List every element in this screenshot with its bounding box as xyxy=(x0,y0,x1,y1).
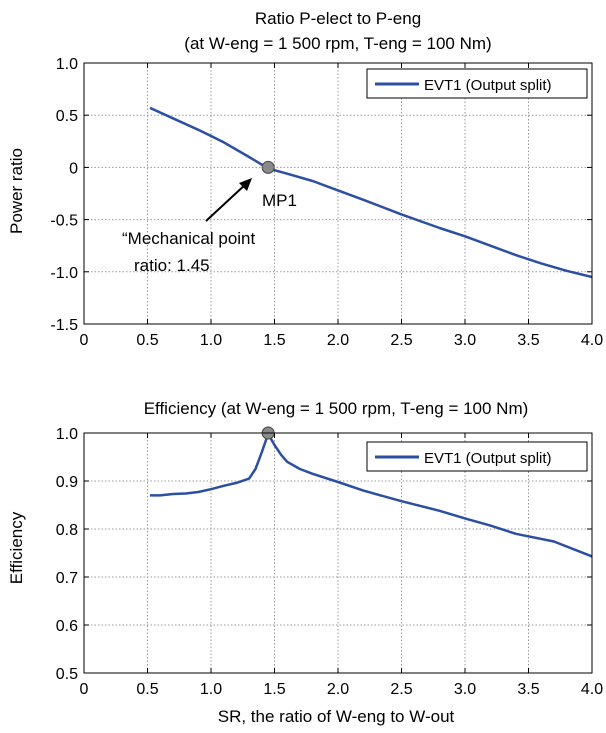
chart-1-ticks: 0 0.5 1.0 1.5 2.0 2.5 3.0 3.5 4.0 -1.5 -1.0 -0.5 0 0.… xyxy=(50,56,603,349)
chart-2-ylabel: Efficiency xyxy=(7,511,26,584)
x-tick-label: 2.5 xyxy=(390,681,412,698)
chart-2-plot-frame xyxy=(83,432,593,674)
x-tick-label: 3.0 xyxy=(454,681,476,698)
x-tick-label: 3.0 xyxy=(454,332,476,349)
chart-1-ylabel: Power ratio xyxy=(7,148,26,234)
x-tick-label: 4.0 xyxy=(581,681,603,698)
annotation-mp1-label: MP1 xyxy=(262,191,297,210)
series-line xyxy=(150,432,593,558)
annotation-line-2: ratio: 1.45 xyxy=(134,256,210,275)
y-tick-label: 1.0 xyxy=(56,426,78,443)
annotation-arrow xyxy=(205,182,248,222)
chart-1-title: Ratio P-elect to P-eng xyxy=(255,9,421,28)
x-tick-label: 1.5 xyxy=(263,332,285,349)
x-tick-label: 2.5 xyxy=(390,332,412,349)
x-tick-label: 0 xyxy=(80,332,89,349)
x-tick-label: 4.0 xyxy=(581,332,603,349)
chart-2-ticks: 0 0.5 1.0 1.5 2.0 2.5 3.0 3.5 4.00.50.60.70.80.9… xyxy=(56,426,603,698)
y-tick-label: 0.9 xyxy=(56,474,78,491)
chart-2-legend: EVT1 (Output split) xyxy=(366,441,588,472)
x-tick-label: 0.5 xyxy=(136,332,158,349)
y-tick-label: 0.6 xyxy=(56,618,78,635)
y-tick-label: 0.8 xyxy=(56,522,78,539)
power-ratio-chart: Ratio P-elect to P-eng (at W-eng = 1 500… xyxy=(7,9,603,349)
y-tick-label: 0 xyxy=(69,160,78,177)
x-tick-label: 0.5 xyxy=(136,681,158,698)
chart-2-xlabel: SR, the ratio of W-eng to W-out xyxy=(218,707,455,726)
chart-1-grid xyxy=(84,63,592,324)
y-tick-label: 0.5 xyxy=(56,108,78,125)
x-tick-label: 3.5 xyxy=(517,681,539,698)
chart-2-title: Efficiency (at W-eng = 1 500 rpm, T-eng … xyxy=(144,399,529,418)
annotation-line-1: “Mechanical point xyxy=(122,229,256,248)
y-tick-label: 1.0 xyxy=(56,56,78,73)
x-tick-label: 1.0 xyxy=(200,681,222,698)
mechanical-point-marker xyxy=(261,160,275,174)
x-tick-label: 1.0 xyxy=(200,332,222,349)
y-tick-label: -0.5 xyxy=(50,213,78,230)
chart-1-series xyxy=(149,106,593,279)
series-line xyxy=(149,106,593,279)
annotation-arrowhead xyxy=(239,178,252,191)
y-tick-label: -1.5 xyxy=(50,317,78,334)
chart-1-subtitle: (at W-eng = 1 500 rpm, T-eng = 100 Nm) xyxy=(184,34,491,53)
x-tick-label: 0 xyxy=(80,681,89,698)
y-tick-label: 0.5 xyxy=(56,666,78,683)
chart-1-plot-frame xyxy=(83,62,593,325)
chart-1-legend-label: EVT1 (Output split) xyxy=(424,77,552,94)
x-tick-label: 2.0 xyxy=(327,681,349,698)
chart-1-legend: EVT1 (Output split) xyxy=(366,68,588,99)
efficiency-chart: Efficiency (at W-eng = 1 500 rpm, T-eng … xyxy=(7,399,603,726)
chart-2-legend-label: EVT1 (Output split) xyxy=(424,450,552,467)
chart-2-grid xyxy=(84,433,592,673)
x-tick-label: 2.0 xyxy=(327,332,349,349)
x-tick-label: 3.5 xyxy=(517,332,539,349)
x-tick-label: 1.5 xyxy=(263,681,285,698)
y-tick-label: -1.0 xyxy=(50,265,78,282)
chart-1-annotation: MP1 “Mechanical point ratio: 1.45 xyxy=(122,178,297,275)
y-tick-label: 0.7 xyxy=(56,570,78,587)
